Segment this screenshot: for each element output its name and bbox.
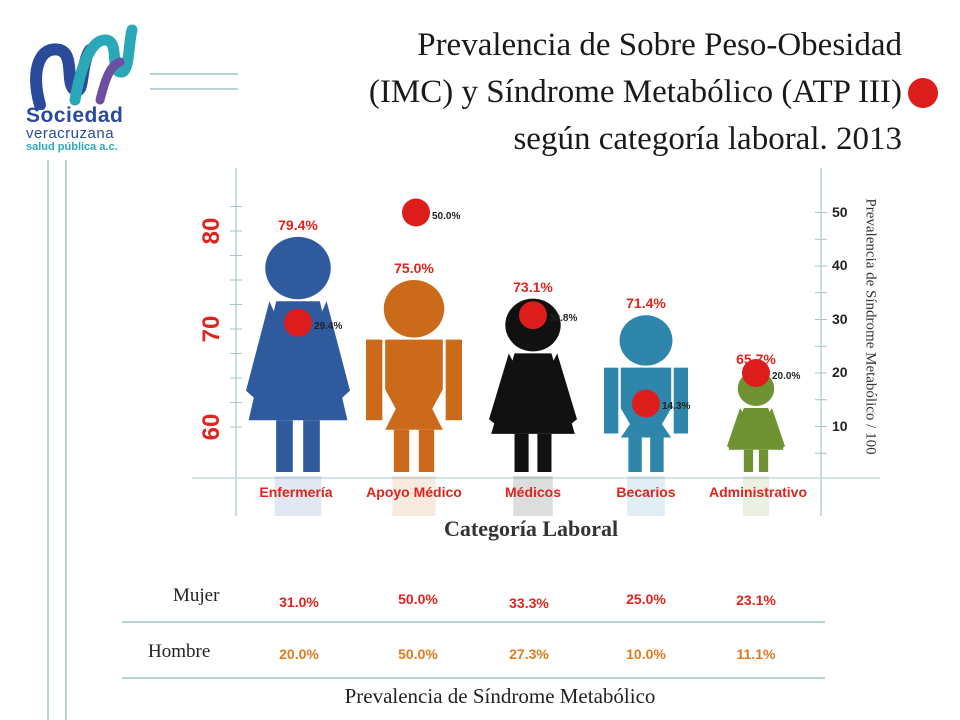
category-label: Apoyo Médico [366, 484, 462, 500]
right-tick-label: 20 [832, 364, 848, 380]
table-cell: 31.0% [279, 594, 319, 610]
metabolic-value-label: 20.0% [772, 371, 801, 382]
table-caption: Prevalencia de Síndrome Metabólico [344, 684, 656, 708]
table-cell: 50.0% [398, 646, 438, 662]
figure-reflection [274, 476, 322, 516]
table-cell: 10.0% [626, 646, 666, 662]
right-tick-label: 30 [832, 310, 848, 327]
metabolic-value-label: 29.4% [314, 320, 343, 332]
figure-reflection [742, 476, 770, 516]
category-label: Enfermería [259, 484, 333, 500]
title-line-3: según categoría laboral. 2013 [513, 121, 902, 157]
metabolic-dot-4 [742, 359, 770, 387]
title-line-2: (IMC) y Síndrome Metabólico (ATP III) [368, 74, 902, 110]
right-tick-label: 10 [832, 417, 848, 434]
logo-name: Sociedad [26, 104, 124, 127]
obesity-value-label: 71.4% [626, 295, 666, 312]
metabolic-dot-3 [632, 389, 660, 418]
page-title: Prevalencia de Sobre Peso-Obesidad (IMC)… [282, 22, 902, 163]
figure-reflections [274, 476, 770, 516]
metabolic-dots [284, 198, 770, 418]
logo: Sociedad veracruzana salud pública a.c. [20, 10, 150, 160]
metabolic-value-label: 14.3% [662, 401, 691, 413]
right-tick-label: 50 [832, 203, 848, 220]
figure-administrativo [727, 371, 785, 472]
metabolic-dot-1 [402, 198, 430, 227]
row-label-hombre: Hombre [148, 641, 211, 662]
x-axis-title: Categoría Laboral [444, 516, 619, 541]
title-line-1: Prevalencia de Sobre Peso-Obesidad [417, 27, 902, 63]
figure-reflection [392, 476, 436, 516]
left-tick-label: 80 [198, 217, 225, 245]
chart-figures [246, 236, 785, 472]
row-label-mujer: Mujer [173, 585, 220, 606]
table-cell: 25.0% [626, 591, 666, 607]
left-tick-label: 60 [198, 413, 225, 441]
metabolic-dot-2 [519, 301, 547, 330]
figure-apoyo-medico [366, 280, 462, 472]
figure-head [265, 236, 331, 300]
left-tick-label: 70 [198, 315, 225, 343]
figure-reflection [513, 476, 553, 516]
figure-enfermeria [246, 236, 350, 472]
metabolic-value-label: 50.0% [432, 210, 461, 222]
obesity-value-label: 75.0% [394, 260, 434, 276]
table-cell: 27.3% [509, 646, 549, 662]
category-label: Médicos [504, 484, 562, 500]
title-bullet-icon [908, 78, 938, 108]
right-axis-title: Prevalencia de Síndrome Metabólico / 100 [862, 198, 879, 455]
figure-medicos [489, 298, 577, 472]
category-label: Becarios [616, 484, 676, 500]
table-cell: 23.1% [736, 592, 776, 608]
metabolic-value-label: 30.8% [549, 313, 578, 325]
figure-head [619, 315, 673, 366]
category-label: Administrativo [708, 484, 808, 500]
figure-head [383, 280, 445, 338]
metabolic-dot-0 [284, 308, 312, 337]
obesity-value-label: 79.4% [278, 216, 318, 233]
right-tick-label: 40 [832, 257, 848, 273]
table-cell: 33.3% [509, 595, 549, 611]
logo-mark-icon [30, 24, 138, 111]
logo-tagline: salud pública a.c. [26, 141, 118, 153]
obesity-value-label: 73.1% [513, 278, 553, 295]
figure-becarios [604, 315, 688, 472]
table-cell: 50.0% [398, 591, 438, 607]
obesity-value-label: 65.7% [736, 351, 776, 368]
chart-gridlines [192, 168, 880, 516]
logo-subname: veracruzana [26, 125, 115, 142]
table-cell: 11.1% [736, 646, 776, 662]
table-cell: 20.0% [279, 646, 319, 662]
figure-reflection [627, 476, 665, 516]
